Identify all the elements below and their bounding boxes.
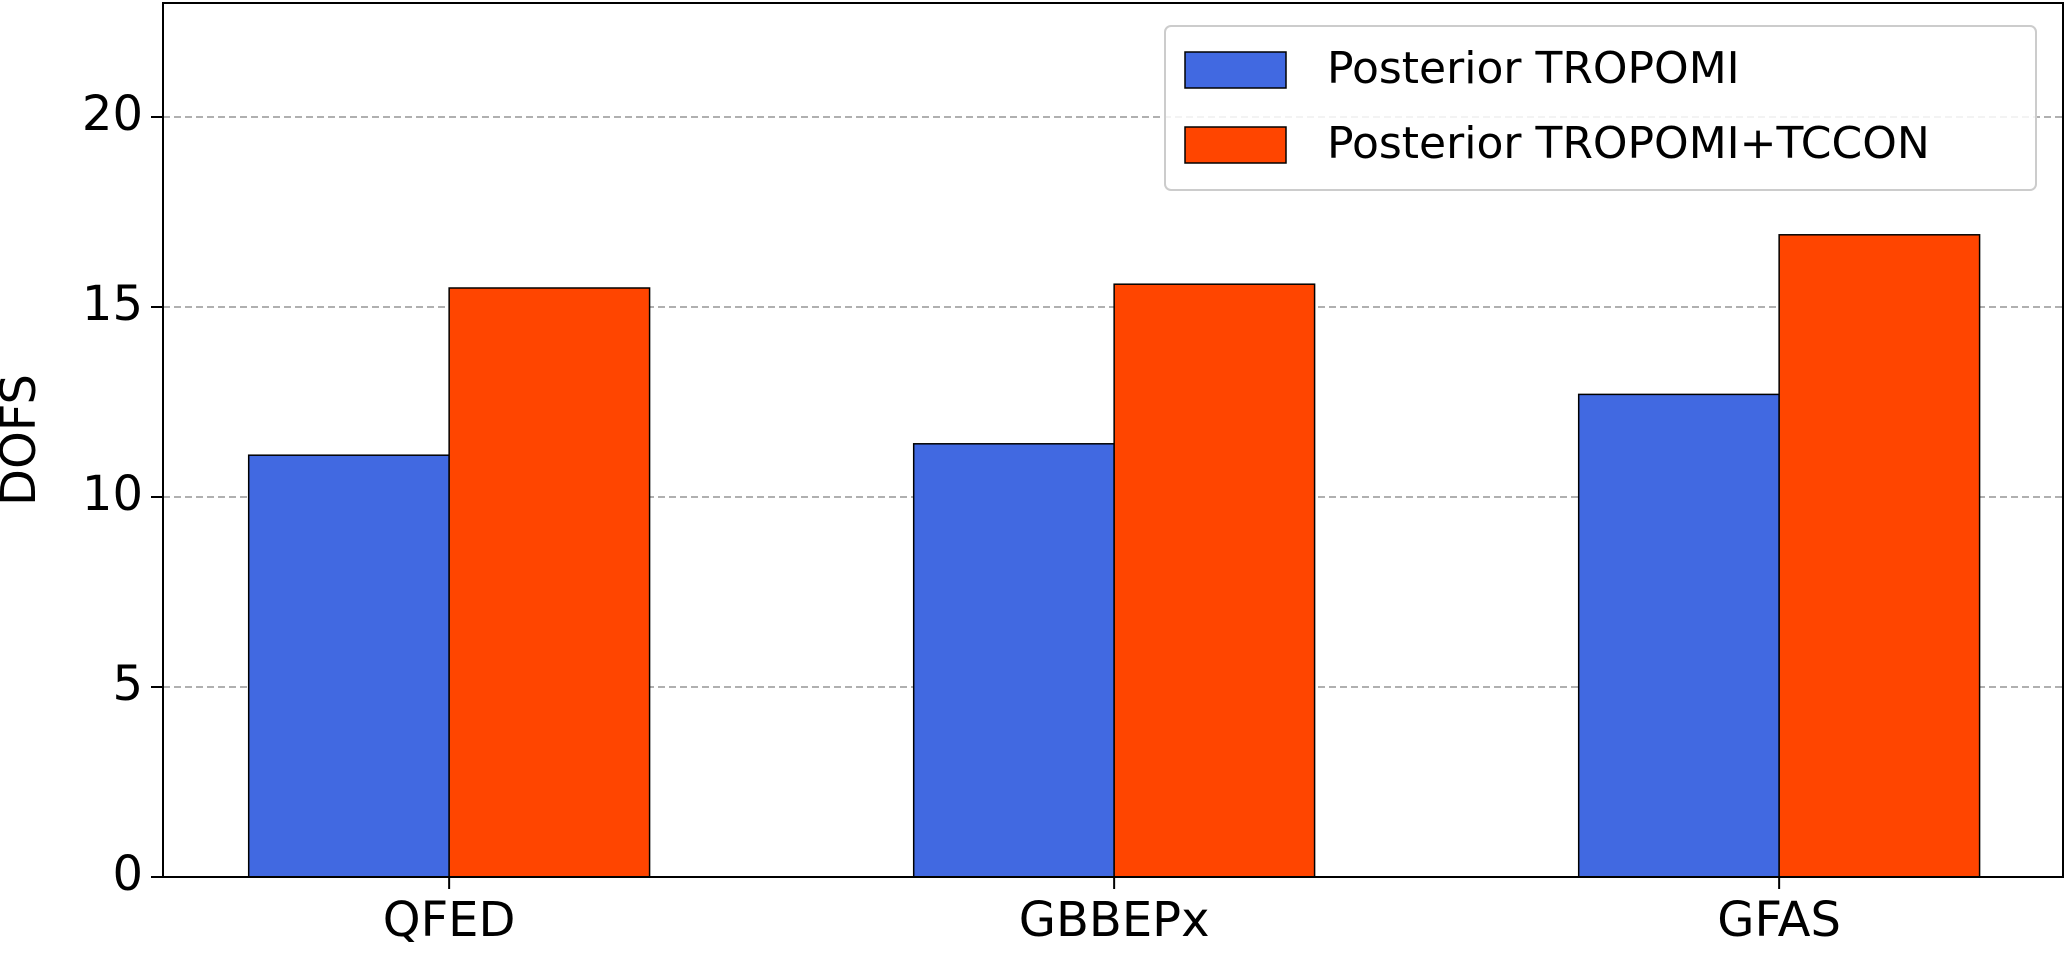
y-tick-label: 15 bbox=[82, 276, 143, 332]
legend-label: Posterior TROPOMI bbox=[1327, 43, 1740, 94]
legend-label: Posterior TROPOMI+TCCON bbox=[1327, 118, 1930, 169]
bar bbox=[247, 454, 450, 878]
legend: Posterior TROPOMI Posterior TROPOMI+TCCON bbox=[1164, 25, 2037, 191]
y-tick-label: 0 bbox=[112, 846, 143, 902]
legend-swatch bbox=[1184, 51, 1287, 89]
bar bbox=[912, 443, 1115, 878]
y-tick-label: 10 bbox=[82, 466, 143, 522]
bar bbox=[1577, 393, 1780, 878]
y-tick-label: 5 bbox=[112, 656, 143, 712]
bar bbox=[1778, 234, 1981, 878]
bar bbox=[1113, 283, 1316, 878]
legend-swatch bbox=[1184, 126, 1287, 164]
legend-frame bbox=[1164, 25, 2037, 191]
y-axis-label: DOFS bbox=[0, 374, 47, 506]
x-tick-label: GBBEPx bbox=[1019, 892, 1210, 948]
bar bbox=[448, 287, 651, 878]
x-tick-label: GFAS bbox=[1717, 892, 1841, 948]
plot-frame bbox=[162, 2, 2064, 878]
y-tick-label: 20 bbox=[82, 86, 143, 142]
x-tick-label: QFED bbox=[383, 892, 516, 948]
